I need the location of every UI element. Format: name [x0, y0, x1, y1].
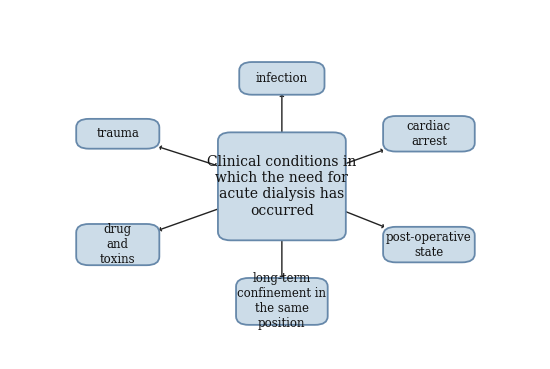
- FancyBboxPatch shape: [76, 224, 160, 265]
- FancyBboxPatch shape: [239, 62, 324, 95]
- FancyBboxPatch shape: [76, 119, 160, 149]
- FancyBboxPatch shape: [218, 132, 346, 240]
- Text: Clinical conditions in
which the need for
acute dialysis has
occurred: Clinical conditions in which the need fo…: [207, 155, 356, 218]
- FancyBboxPatch shape: [236, 278, 328, 325]
- Text: post-operative
state: post-operative state: [386, 231, 472, 259]
- Text: cardiac
arrest: cardiac arrest: [407, 120, 451, 148]
- FancyBboxPatch shape: [383, 227, 475, 262]
- FancyBboxPatch shape: [383, 116, 475, 152]
- Text: drug
and
toxins: drug and toxins: [100, 223, 136, 266]
- Text: infection: infection: [256, 72, 308, 85]
- Text: long-term
confinement in
the same
position: long-term confinement in the same positi…: [238, 272, 326, 330]
- Text: trauma: trauma: [96, 127, 139, 140]
